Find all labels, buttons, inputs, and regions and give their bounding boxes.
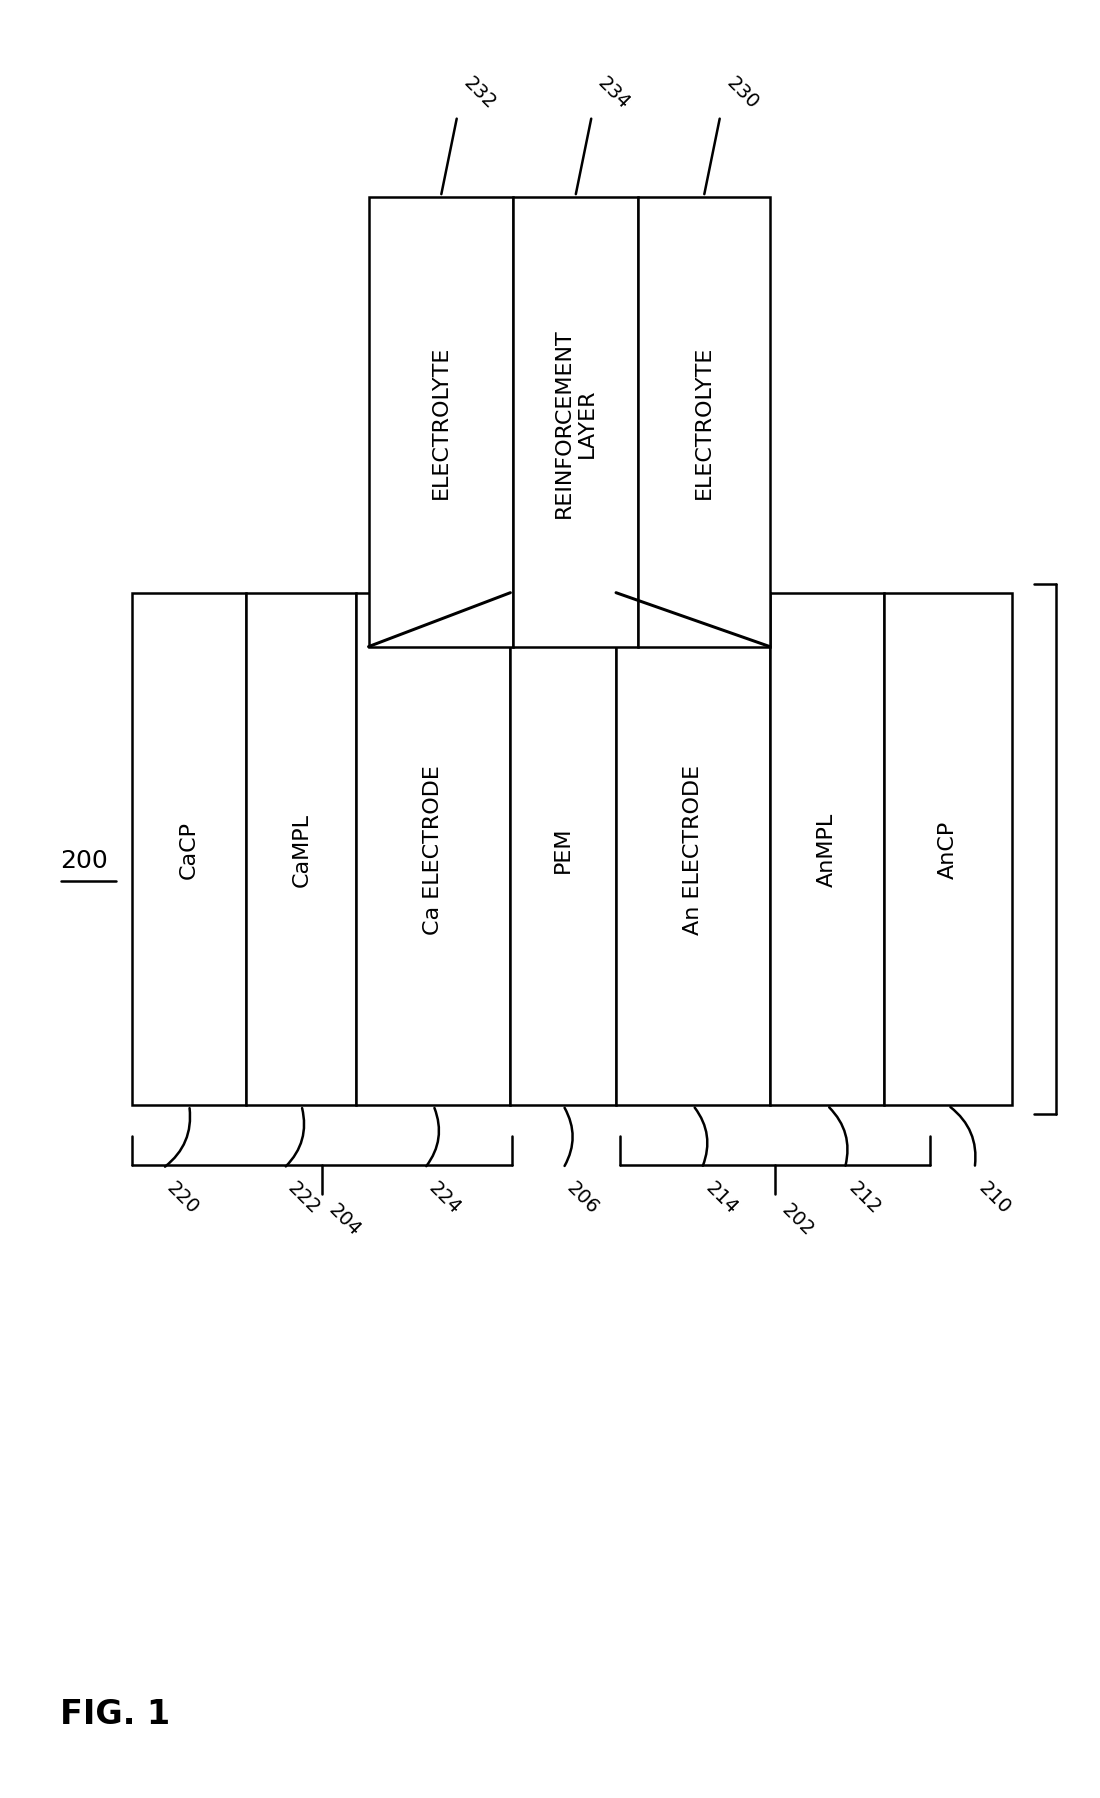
- Bar: [884, 593, 1012, 1106]
- Bar: [616, 593, 770, 1106]
- Text: Ca ELECTRODE: Ca ELECTRODE: [424, 764, 443, 935]
- Text: 202: 202: [778, 1199, 817, 1239]
- Text: An ELECTRODE: An ELECTRODE: [683, 764, 703, 935]
- Text: 204: 204: [326, 1199, 364, 1239]
- Bar: [132, 593, 246, 1106]
- Bar: [638, 198, 770, 647]
- Bar: [246, 593, 356, 1106]
- Text: 210: 210: [975, 1178, 1014, 1217]
- Text: 222: 222: [284, 1178, 323, 1217]
- Text: AnCP: AnCP: [938, 820, 958, 879]
- Text: 200: 200: [60, 849, 108, 872]
- Text: ELECTROLYTE: ELECTROLYTE: [694, 345, 714, 500]
- Text: 234: 234: [594, 74, 634, 113]
- Text: PEM: PEM: [553, 827, 573, 872]
- Bar: [356, 593, 510, 1106]
- Text: FIG. 1: FIG. 1: [60, 1697, 170, 1730]
- Text: ELECTROLYTE: ELECTROLYTE: [431, 345, 451, 500]
- Bar: [510, 593, 616, 1106]
- Text: 206: 206: [563, 1178, 603, 1217]
- Text: 230: 230: [723, 74, 762, 113]
- Text: 214: 214: [702, 1178, 741, 1217]
- Bar: [368, 198, 513, 647]
- Text: AnMPL: AnMPL: [817, 813, 837, 886]
- Text: 212: 212: [845, 1178, 884, 1217]
- Bar: [513, 198, 638, 647]
- Bar: [770, 593, 884, 1106]
- Text: 232: 232: [460, 74, 499, 113]
- Text: 224: 224: [425, 1178, 464, 1217]
- Text: REINFORCEMENT
LAYER: REINFORCEMENT LAYER: [553, 327, 597, 518]
- Text: CaMPL: CaMPL: [292, 813, 311, 886]
- Text: CaCP: CaCP: [179, 820, 199, 879]
- Text: 220: 220: [163, 1178, 202, 1217]
